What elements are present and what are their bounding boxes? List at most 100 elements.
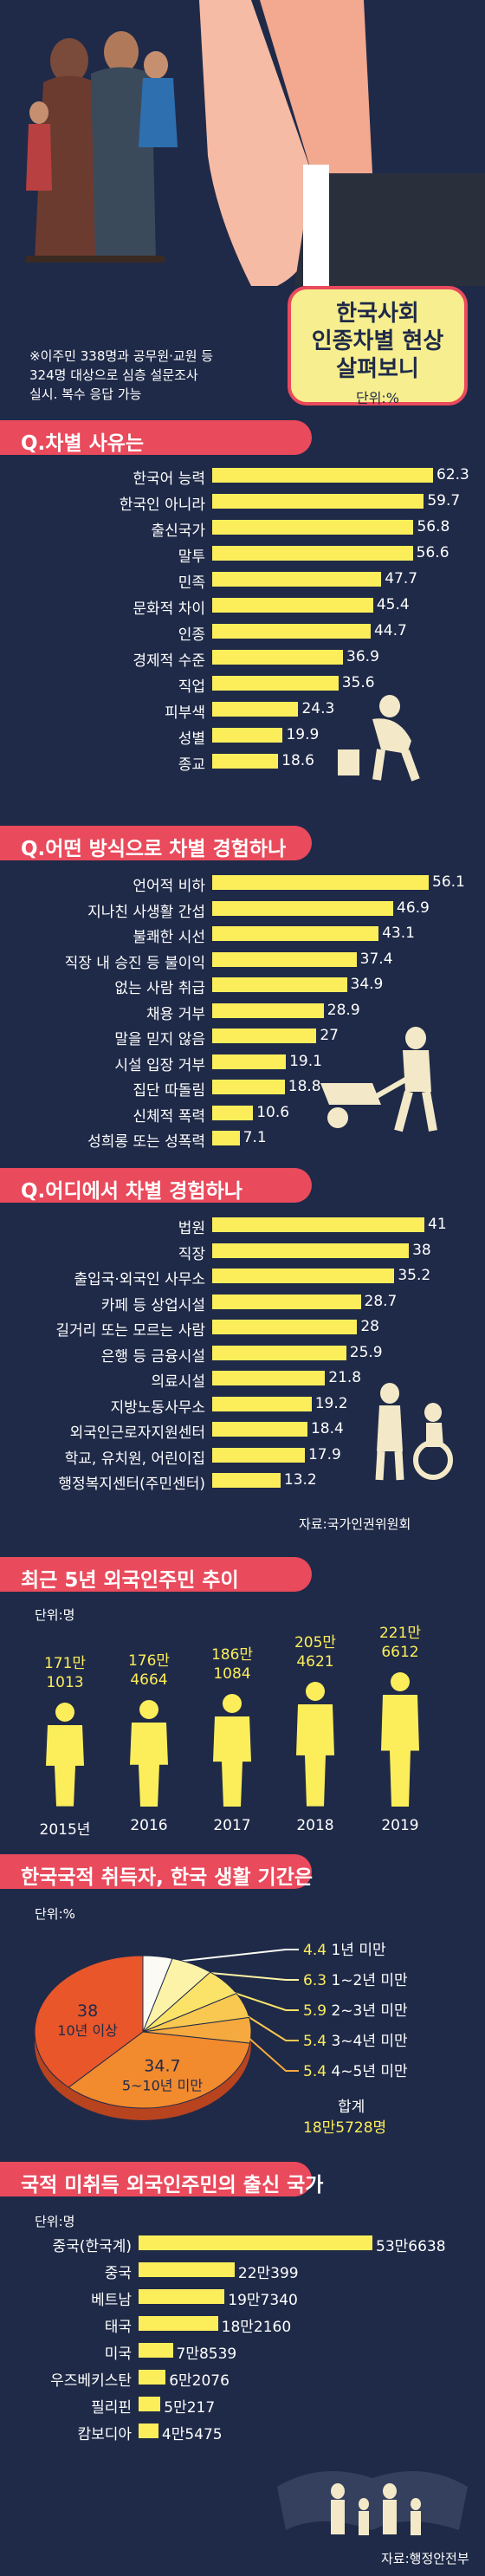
category-label: 캄보디아 — [77, 2426, 132, 2443]
infographic-title-box: 한국사회 인종차별 현상 살펴보니 단위:% — [288, 286, 468, 406]
section-header-places: Q.어디에서 차별 경험하나 — [0, 1168, 312, 1203]
bar — [212, 1131, 240, 1145]
person-icon — [46, 1703, 84, 1807]
category-label: 문화적 차이 — [133, 600, 205, 618]
source-places: 자료:국가인권위원회 — [299, 1516, 411, 1532]
bar — [212, 977, 347, 992]
value-label: 7만8539 — [176, 2346, 237, 2363]
bar — [212, 951, 357, 967]
total-value: 18만5728명 — [303, 2119, 386, 2137]
value-label: 205만 4621 — [294, 1634, 337, 1671]
category-label: 출입국·외국인 사무소 — [74, 1271, 205, 1288]
infographic-title: 한국사회 인종차별 현상 살펴보니 — [311, 301, 444, 382]
category-label: 지나친 사생활 간섭 — [87, 903, 205, 921]
category-label: 직장 — [178, 1245, 205, 1263]
value-label: 28.9 — [327, 1001, 360, 1019]
year-label: 2015년 — [39, 1821, 91, 1839]
value-label: 34.9 — [350, 976, 384, 993]
value-label: 43.1 — [382, 925, 415, 942]
bar — [212, 1054, 287, 1069]
value-label: 5만217 — [164, 2399, 216, 2417]
bar — [139, 2343, 173, 2358]
wheelbarrow-worker-illustration — [320, 1027, 437, 1132]
leader-line — [187, 1969, 299, 1981]
bar — [212, 875, 429, 890]
residence-unit: 단위:% — [35, 1906, 75, 1922]
category-label: 신체적 폭력 — [133, 1107, 205, 1126]
value-label: 18.4 — [310, 1420, 344, 1437]
category-label: 지방노동사무소 — [110, 1398, 205, 1417]
countries-unit: 단위:명 — [35, 2214, 75, 2229]
value-label: 45.4 — [376, 596, 410, 613]
value-label: 171만 1013 — [43, 1655, 87, 1692]
category-label: 중국(한국계) — [52, 2238, 132, 2255]
bar — [212, 546, 413, 561]
category-label: 불쾌한 시선 — [133, 929, 205, 946]
bar — [212, 754, 279, 769]
value-label: 25.9 — [349, 1343, 383, 1361]
bar — [212, 1217, 424, 1232]
category-label: 시설 입장 거부 — [114, 1056, 205, 1074]
category-label: 베트남 — [91, 2292, 132, 2309]
value-label: 18.6 — [281, 752, 314, 769]
category-label: 법원 — [178, 1220, 205, 1237]
value-label: 18.8 — [288, 1078, 321, 1095]
year-label: 2018 — [296, 1817, 334, 1834]
value-label: 53만6638 — [376, 2238, 446, 2255]
chart-places: 법원 41 직장 38 출입국·외국인 사무소 35.2 카페 등 상업시설 28.7 길거리 … — [0, 1216, 485, 1512]
bar — [212, 1473, 281, 1488]
bar — [139, 2316, 218, 2331]
value-label: 47.7 — [385, 570, 418, 587]
bar — [212, 650, 344, 665]
bar — [212, 1105, 254, 1120]
value-label: 17.9 — [307, 1445, 341, 1463]
bar — [212, 702, 299, 717]
bar — [212, 1080, 285, 1094]
slice-value: 38 — [77, 2002, 98, 2021]
category-label: 필리핀 — [91, 2399, 132, 2417]
value-label: 36.9 — [346, 648, 379, 665]
slice-label: 6.3 1~2년 미만 — [303, 1972, 408, 1989]
value-label: 19.2 — [314, 1394, 348, 1412]
bar — [212, 1447, 305, 1463]
category-label: 말투 — [178, 548, 205, 566]
bar — [212, 676, 339, 691]
source-countries: 자료:행정안전부 — [381, 2551, 469, 2566]
category-label: 한국인 아니라 — [119, 496, 205, 514]
value-label: 24.3 — [301, 700, 335, 717]
bar — [212, 494, 424, 509]
value-label: 35.2 — [398, 1267, 431, 1284]
bar — [212, 1269, 395, 1283]
slice-label: 10년 이상 — [57, 2022, 118, 2039]
pie-slice — [68, 2031, 251, 2109]
category-label: 은행 등 금융시설 — [100, 1347, 205, 1366]
slice-label: 4.4 1년 미만 — [303, 1942, 386, 1959]
category-label: 말을 믿지 않음 — [114, 1031, 205, 1048]
title-unit: 단위:% — [355, 390, 400, 406]
value-label: 22만399 — [237, 2265, 299, 2282]
value-label: 186만 1084 — [210, 1645, 254, 1683]
category-label: 민족 — [178, 574, 205, 592]
category-label: 성희롱 또는 성폭력 — [87, 1133, 205, 1151]
bar — [212, 900, 393, 916]
year-label: 2016 — [130, 1817, 168, 1834]
year-label: 2017 — [213, 1817, 251, 1834]
section-header-countries: 국적 미취득 외국인주민의 출신 국가 — [0, 2162, 323, 2196]
bar — [212, 624, 371, 639]
value-label: 28.7 — [364, 1292, 398, 1310]
category-label: 집단 따돌림 — [133, 1082, 205, 1100]
world-family-illustration — [277, 2471, 468, 2535]
pie-slice — [34, 1955, 144, 2088]
bar — [212, 1396, 312, 1411]
value-label: 62.3 — [436, 466, 469, 483]
value-label: 10.6 — [256, 1103, 290, 1121]
value-label: 221만 6612 — [378, 1625, 422, 1661]
bar — [212, 1028, 317, 1043]
value-label: 18만2160 — [221, 2319, 292, 2336]
category-label: 언어적 비하 — [133, 878, 205, 895]
category-label: 채용 거부 — [146, 1005, 205, 1023]
leader-line — [239, 2029, 299, 2072]
bar — [139, 2235, 372, 2250]
section-header-methods: Q.어떤 방식으로 차별 경험하나 — [0, 826, 312, 860]
value-label: 44.7 — [373, 622, 407, 639]
